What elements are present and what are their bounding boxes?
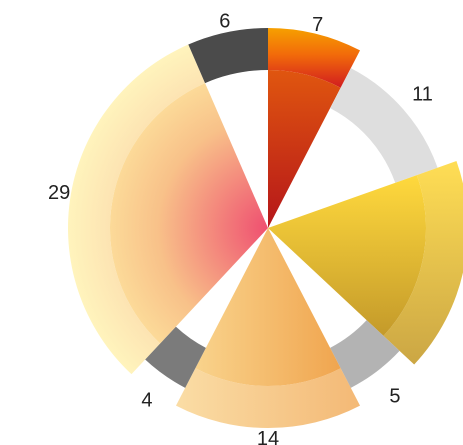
pie-slice-outer-6[interactable] [188,28,268,84]
slice-label-4: 4 [141,390,152,412]
slice-label-6: 6 [219,10,230,32]
slice-label-11: 11 [412,83,433,105]
pie-slice-outer-11[interactable] [330,68,438,183]
slice-label-5: 5 [389,385,400,407]
pie-slice-inner-29[interactable] [109,83,268,344]
pie-slice-outer-14[interactable] [175,368,361,428]
slice-label-14: 14 [257,428,279,445]
slice-label-29: 29 [48,182,70,204]
pie-slice-inner-7[interactable] [268,70,341,228]
slices-group [67,28,463,428]
labels-group: 711165144296 [48,10,433,445]
pie-slice-inner-16[interactable] [268,175,426,336]
pie-slice-outer-16[interactable] [383,161,463,365]
pie-slice-outer-5[interactable] [330,320,400,388]
pie-slice-outer-4[interactable] [145,326,206,388]
slice-label-7: 7 [312,14,323,36]
pie-slice-outer-7[interactable] [268,28,361,88]
pie-slice-inner-14[interactable] [195,228,341,387]
pie-slice-outer-29[interactable] [67,44,206,375]
